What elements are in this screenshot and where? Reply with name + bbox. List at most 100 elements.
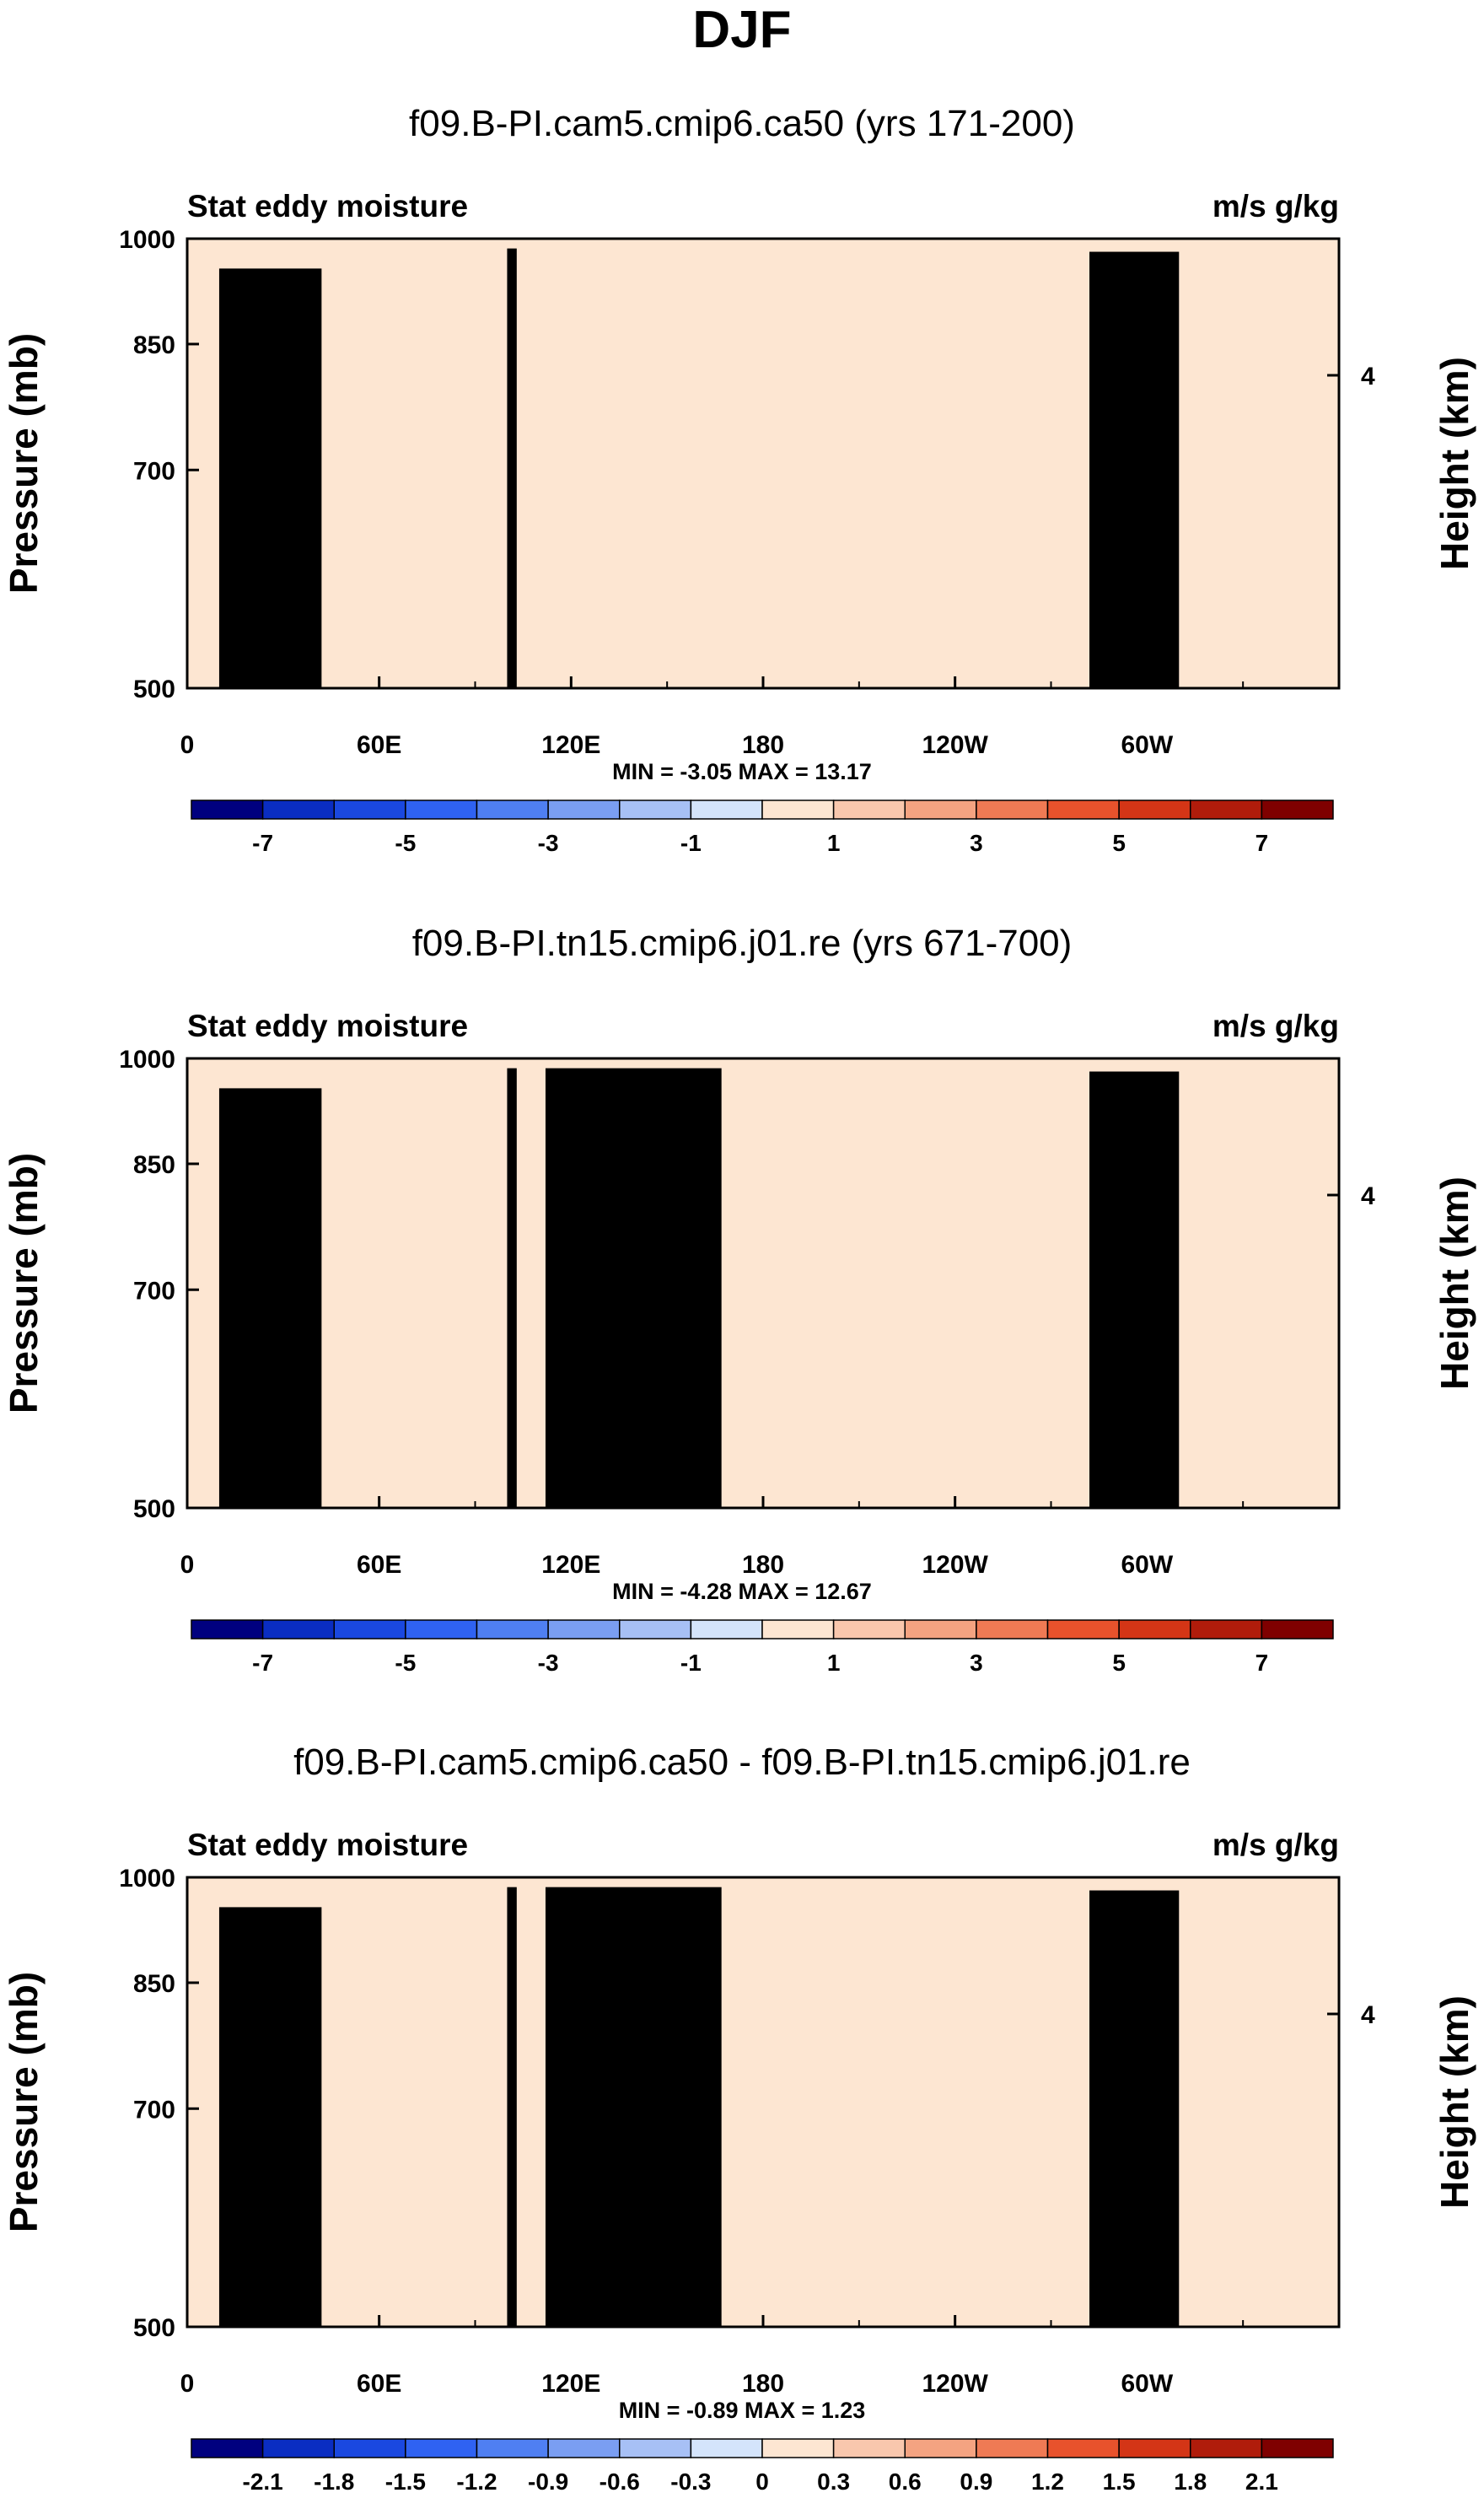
colorbar-label: -1.5 <box>385 2469 426 2495</box>
chart-panel-3: f09.B-PI.cam5.cmip6.ca50 - f09.B-PI.tn15… <box>2 1742 1476 2495</box>
terrain-mask <box>507 1887 517 2327</box>
colorbar: -2.1 -1.8 -1.5 -1.2 -0.9 -0.6 -0.3 0 0.3 0.6 0.9 1.… <box>191 2438 1334 2495</box>
x-tick-label: 120W <box>922 2370 988 2398</box>
left-string-label: Stat eddy moisture <box>187 189 468 223</box>
colorbar-swatch <box>547 2438 621 2458</box>
x-tick-label: 60W <box>1121 2370 1173 2398</box>
y-axis-title: Pressure (mb) <box>2 333 46 594</box>
colorbar-swatch <box>619 2438 692 2458</box>
colorbar-label: 7 <box>1255 830 1269 856</box>
colorbar-swatch <box>619 1619 692 1639</box>
colorbar-swatch <box>333 1619 406 1639</box>
colorbar-label: 1 <box>827 830 841 856</box>
colorbar-swatch <box>904 2438 977 2458</box>
x-tick-label: 120W <box>922 731 988 759</box>
colorbar-swatch <box>191 800 264 820</box>
y-tick-label: 500 <box>133 676 175 703</box>
x-tick-label: 120E <box>541 731 600 759</box>
colorbar-swatch <box>191 2438 264 2458</box>
y-tick-label: 500 <box>133 2314 175 2342</box>
colorbar-swatch <box>547 1619 621 1639</box>
colorbar-label: -1.8 <box>314 2469 354 2495</box>
x-tick-label: 0 <box>180 731 195 759</box>
colorbar-swatch <box>333 800 406 820</box>
colorbar-swatch <box>761 1619 835 1639</box>
colorbar-label: 0.3 <box>817 2469 850 2495</box>
chart-panel-1: f09.B-PI.cam5.cmip6.ca50 (yrs 171-200) St… <box>2 103 1476 856</box>
x-tick-label: 60E <box>357 1551 401 1579</box>
y2-tick-label: 4 <box>1361 2001 1375 2029</box>
colorbar-swatch <box>261 800 335 820</box>
colorbar-label: 1.8 <box>1174 2469 1207 2495</box>
colorbar-swatch <box>191 1619 264 1639</box>
colorbar-swatch <box>976 1619 1049 1639</box>
y-tick-label: 1000 <box>119 1865 175 1893</box>
y2-axis-title: Height (km) <box>1433 1176 1476 1390</box>
colorbar-label: -5 <box>395 1650 416 1676</box>
left-string-label: Stat eddy moisture <box>187 1009 468 1043</box>
colorbar-label: 3 <box>970 830 983 856</box>
colorbar-swatch <box>261 1619 335 1639</box>
colorbar-label: -1.2 <box>456 2469 497 2495</box>
y-tick-label: 700 <box>133 457 175 485</box>
colorbar-swatch <box>1261 2438 1334 2458</box>
y2-tick-label: 4 <box>1361 1182 1375 1210</box>
x-tick-label: 60E <box>357 2370 401 2398</box>
colorbar-swatch <box>832 1619 906 1639</box>
colorbar-swatch <box>1190 1619 1263 1639</box>
colorbar-swatch <box>1046 2438 1120 2458</box>
y-tick-label: 1000 <box>119 1046 175 1074</box>
colorbar-label: -0.3 <box>670 2469 711 2495</box>
x-tick-label: 60E <box>357 731 401 759</box>
panel-title: f09.B-PI.tn15.cmip6.j01.re (yrs 671-700) <box>412 923 1073 964</box>
chart-panel-2: f09.B-PI.tn15.cmip6.j01.re (yrs 671-700)… <box>2 923 1476 1676</box>
colorbar-label: 1.5 <box>1103 2469 1136 2495</box>
colorbar-label: 5 <box>1112 830 1126 856</box>
y-axis-title: Pressure (mb) <box>2 1153 46 1413</box>
colorbar-swatch <box>761 800 835 820</box>
terrain-mask <box>270 1123 299 1508</box>
colorbar: -7 -5 -3 -1 1 3 5 7 <box>191 1619 1334 1676</box>
colorbar-swatch <box>976 800 1049 820</box>
y2-tick-label: 4 <box>1361 363 1375 390</box>
colorbar-label: -2.1 <box>243 2469 283 2495</box>
colorbar-swatch <box>761 2438 835 2458</box>
colorbar-label: 2.1 <box>1245 2469 1278 2495</box>
colorbar-swatch <box>476 1619 549 1639</box>
colorbar-swatch <box>261 2438 335 2458</box>
terrain-mask <box>1089 1071 1180 1508</box>
colorbar-swatch <box>1261 1619 1334 1639</box>
terrain-mask <box>270 1941 299 2327</box>
x-tick-label: 180 <box>742 2370 784 2398</box>
colorbar-swatch <box>1118 1619 1191 1639</box>
colorbar-swatch <box>1118 800 1191 820</box>
y-tick-label: 500 <box>133 1495 175 1523</box>
colorbar-label: 0.9 <box>960 2469 992 2495</box>
x-tick-label: 0 <box>180 2370 195 2398</box>
colorbar-swatch <box>832 800 906 820</box>
y-tick-label: 850 <box>133 1151 175 1179</box>
contour-field <box>187 1058 1339 1508</box>
y-axis-title: Pressure (mb) <box>2 1972 46 2232</box>
colorbar-swatch <box>547 800 621 820</box>
colorbar-label: 1 <box>827 1650 841 1676</box>
colorbar-swatch <box>832 2438 906 2458</box>
x-tick-label: 120E <box>541 1551 600 1579</box>
colorbar-label: -1 <box>680 830 702 856</box>
colorbar-swatch <box>1046 800 1120 820</box>
min-max-stats: MIN = -0.89 MAX = 1.23 <box>619 2398 866 2423</box>
x-tick-label: 120W <box>922 1551 988 1579</box>
colorbar-swatch <box>690 2438 763 2458</box>
colorbar-swatch <box>333 2438 406 2458</box>
colorbar-swatch <box>1190 800 1263 820</box>
right-string-label: m/s g/kg <box>1212 1009 1339 1043</box>
colorbar-label: -7 <box>252 1650 273 1676</box>
colorbar-swatch <box>904 1619 977 1639</box>
colorbar-swatch <box>1261 800 1334 820</box>
terrain-mask <box>507 248 517 688</box>
colorbar-label: -3 <box>538 1650 559 1676</box>
colorbar-label: 7 <box>1255 1650 1269 1676</box>
colorbar-label: 1.2 <box>1031 2469 1064 2495</box>
colorbar-swatch <box>405 1619 478 1639</box>
colorbar: -7 -5 -3 -1 1 3 5 7 <box>191 800 1334 856</box>
